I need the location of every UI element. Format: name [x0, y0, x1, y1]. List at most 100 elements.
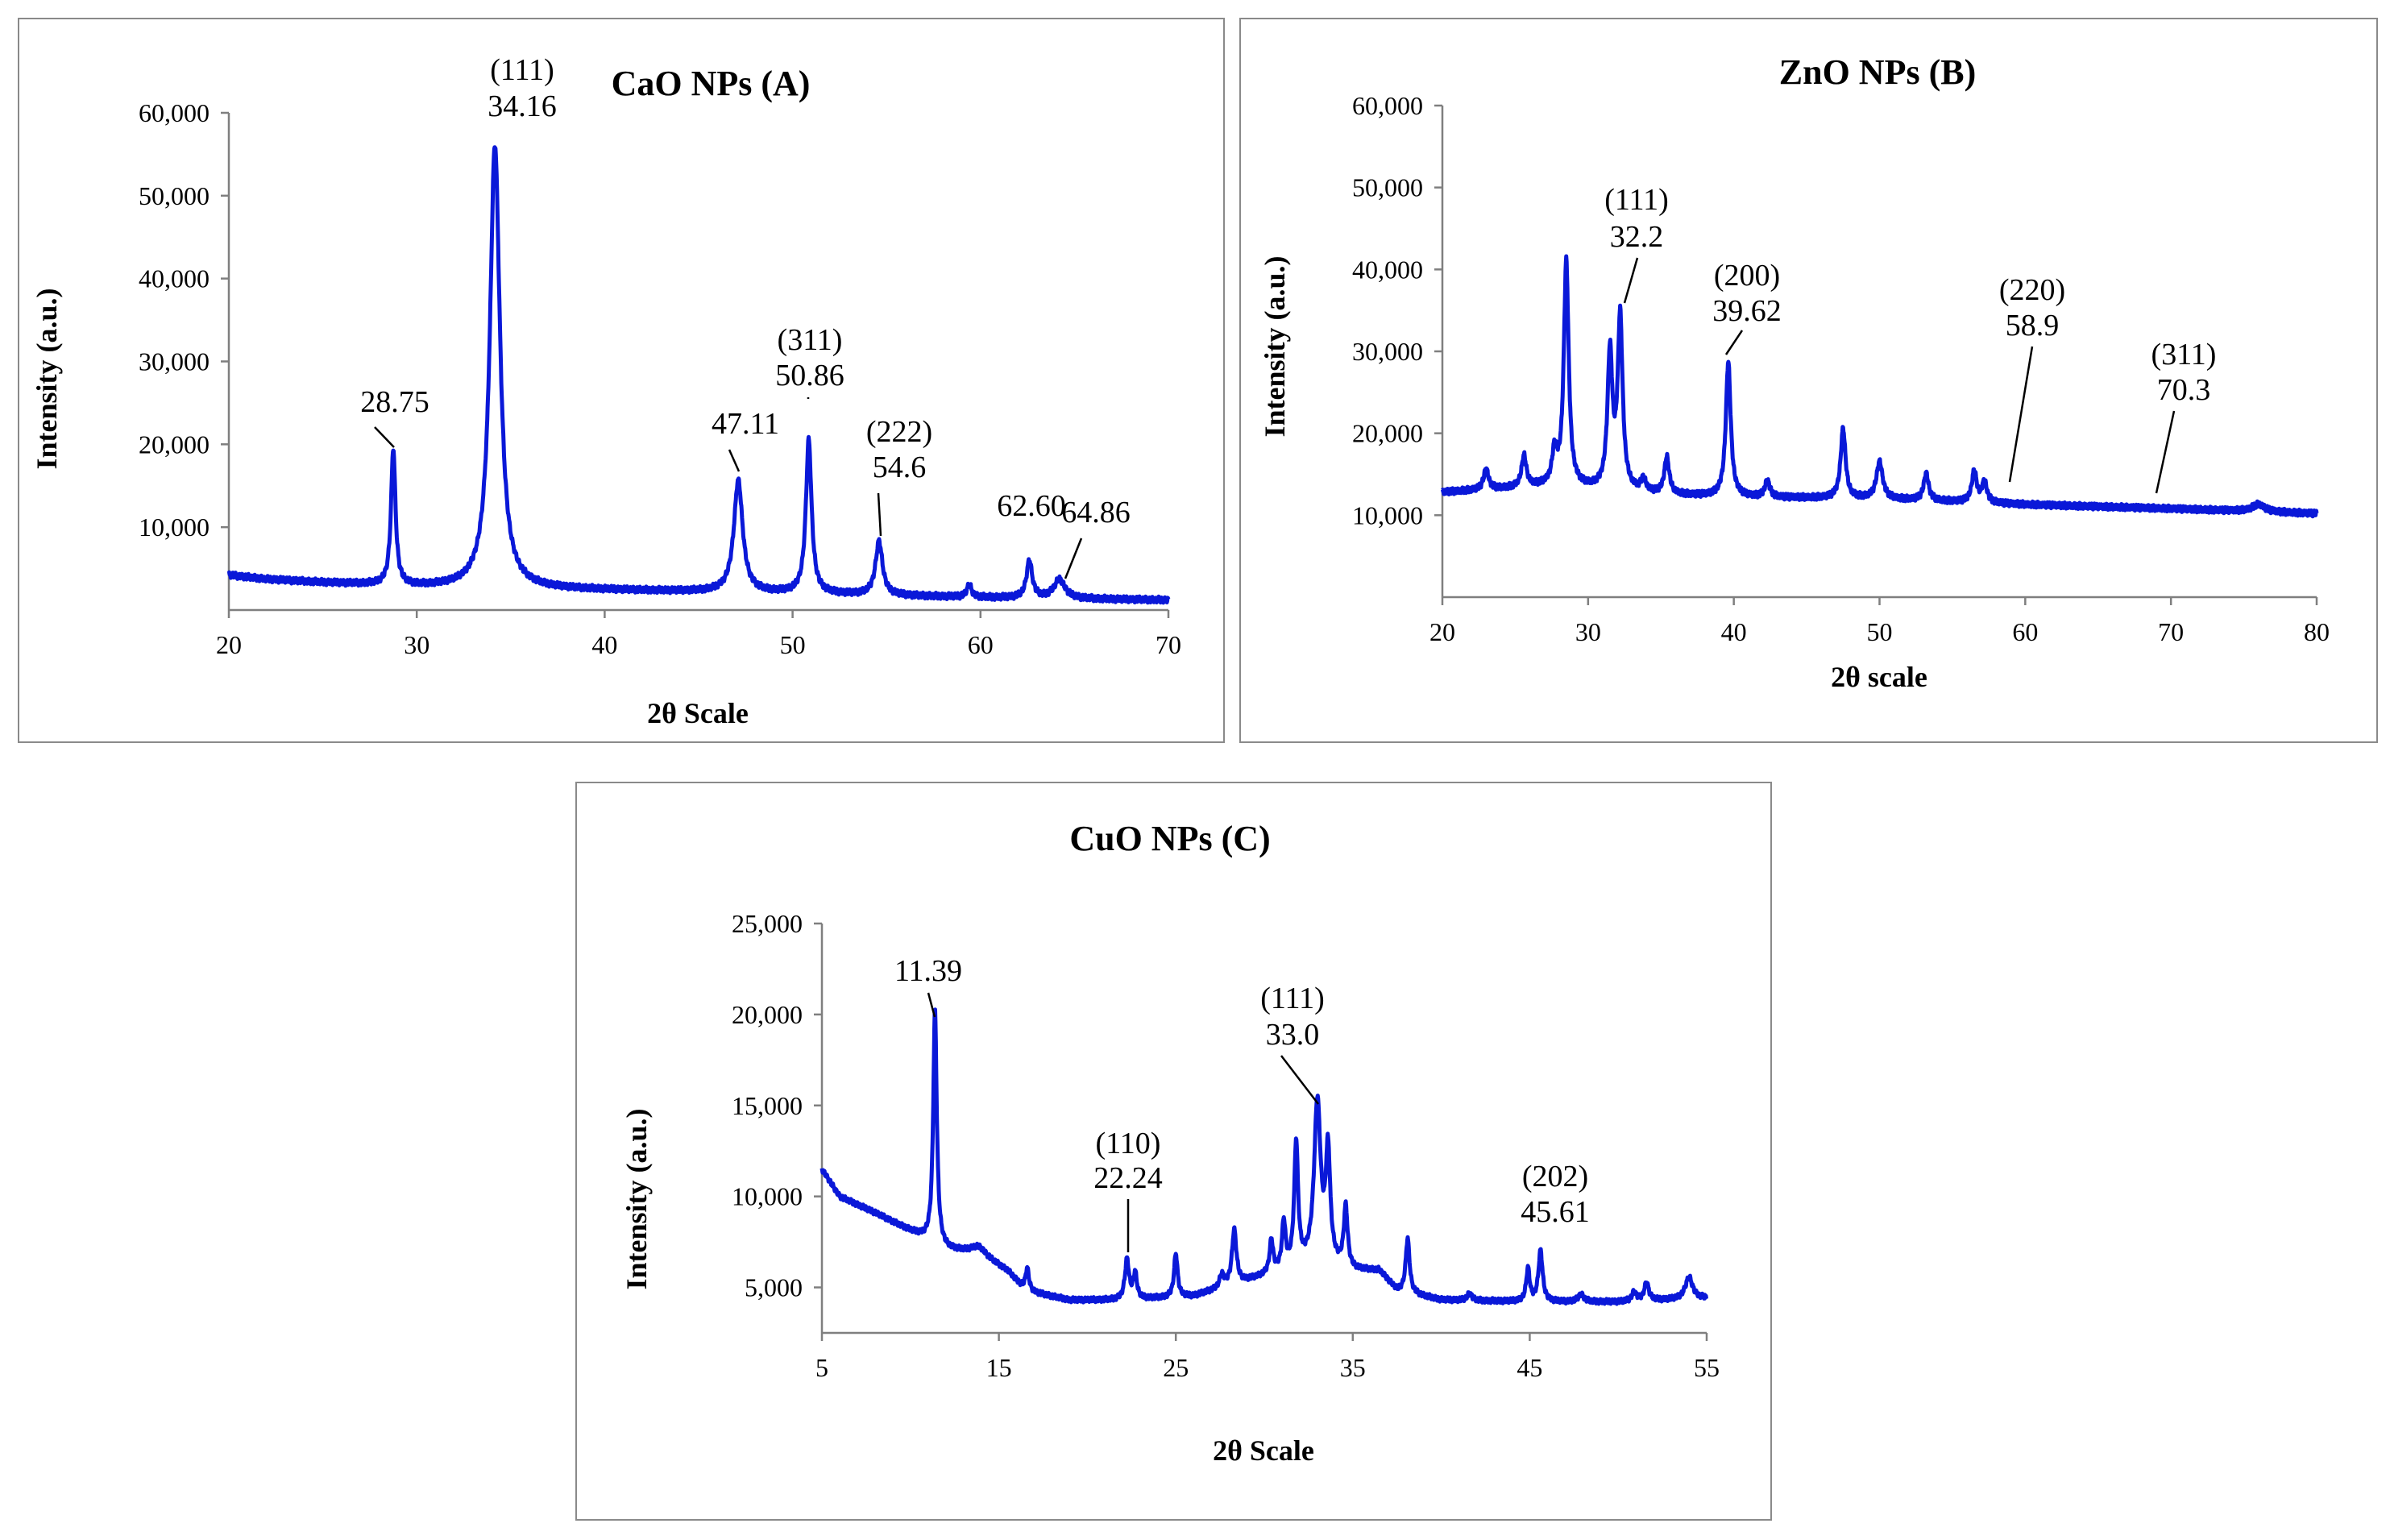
- x-axis-title: 2θ Scale: [1213, 1434, 1314, 1467]
- peak-annotation: (111)34.16: [488, 53, 557, 123]
- y-tick-label: 50,000: [139, 181, 210, 210]
- peak-value-label: 50.86: [775, 359, 844, 392]
- y-tick-label: 30,000: [1352, 337, 1423, 366]
- peak-value-label: 39.62: [1712, 294, 1782, 328]
- x-tick-label: 50: [1867, 617, 1893, 646]
- chart-panel-a: [18, 18, 1225, 743]
- x-tick-label: 45: [1517, 1353, 1542, 1382]
- annotation-leader-line: [374, 426, 395, 448]
- y-tick-label: 20,000: [732, 1000, 803, 1029]
- y-tick-label: 40,000: [1352, 255, 1423, 284]
- x-tick-label: 55: [1694, 1353, 1720, 1382]
- peak-hkl-label: (110): [1096, 1127, 1161, 1160]
- peak-value-label: 70.3: [2157, 373, 2211, 407]
- peak-annotation: (200)39.62: [1712, 259, 1782, 355]
- x-tick-label: 35: [1340, 1353, 1366, 1382]
- annotation-leader-line: [1724, 330, 1744, 355]
- x-tick-label: 15: [986, 1353, 1012, 1382]
- y-tick-label: 20,000: [139, 430, 210, 459]
- peak-hkl-label: (111): [1260, 982, 1325, 1015]
- peak-annotation: 47.11: [712, 407, 779, 472]
- y-tick-label: 10,000: [139, 513, 210, 542]
- peak-value-label: 22.24: [1093, 1161, 1163, 1195]
- x-tick-label: 20: [1429, 617, 1455, 646]
- peak-annotation: 62.60: [997, 489, 1066, 523]
- peak-value-label: 62.60: [997, 489, 1066, 523]
- peak-annotation: (111)32.2: [1604, 183, 1669, 304]
- peak-value-label: 47.11: [712, 407, 779, 441]
- y-tick-label: 25,000: [732, 909, 803, 938]
- peak-annotation: (202)45.61: [1521, 1160, 1590, 1229]
- peak-value-label: 28.75: [360, 385, 429, 419]
- chart-title: CuO NPs (C): [1069, 819, 1270, 858]
- series-line: [226, 145, 1171, 605]
- annotation-leader-line: [927, 992, 936, 1018]
- peak-annotation: (220)58.9: [1999, 273, 2065, 483]
- peak-annotation: (110)22.24: [1093, 1127, 1163, 1252]
- annotation-leader-line: [2155, 410, 2176, 494]
- y-tick-label: 30,000: [139, 347, 210, 376]
- annotation-leader-line: [1280, 1055, 1319, 1105]
- peak-annotation: (311)70.3: [2151, 338, 2217, 494]
- annotation-leader-line: [728, 449, 741, 472]
- x-tick-label: 30: [1575, 617, 1601, 646]
- peak-annotation: (111)33.0: [1260, 982, 1325, 1105]
- peak-hkl-label: (200): [1714, 259, 1780, 293]
- peak-value-label: 45.61: [1521, 1195, 1590, 1229]
- peak-hkl-label: (311): [2151, 338, 2217, 372]
- peak-annotation: 11.39: [894, 954, 962, 1018]
- x-tick-label: 80: [2304, 617, 2330, 646]
- x-tick-label: 40: [591, 630, 617, 659]
- x-axis-title: 2θ Scale: [647, 697, 749, 729]
- y-axis-title: Intensity (a.u.): [31, 288, 63, 469]
- y-tick-label: 15,000: [732, 1091, 803, 1120]
- x-tick-label: 40: [1721, 617, 1747, 646]
- peak-hkl-label: (111): [490, 53, 554, 87]
- peak-hkl-label: (202): [1522, 1160, 1588, 1193]
- x-tick-label: 25: [1163, 1353, 1189, 1382]
- peak-annotation: (222)54.6: [866, 415, 932, 537]
- annotation-leader-line: [877, 492, 882, 537]
- y-tick-label: 60,000: [139, 98, 210, 127]
- peak-hkl-label: (222): [866, 415, 932, 449]
- y-tick-label: 10,000: [1352, 500, 1423, 529]
- annotation-leader-line: [1623, 257, 1639, 304]
- x-tick-label: 60: [968, 630, 994, 659]
- y-tick-label: 20,000: [1352, 419, 1423, 448]
- chart-title: ZnO NPs (B): [1779, 52, 1976, 92]
- x-tick-label: 60: [2012, 617, 2038, 646]
- peak-value-label: 11.39: [894, 954, 962, 988]
- peak-hkl-label: (111): [1604, 183, 1669, 217]
- x-tick-label: 50: [780, 630, 806, 659]
- y-tick-label: 40,000: [139, 264, 210, 293]
- y-tick-label: 10,000: [732, 1182, 803, 1211]
- y-tick-label: 5,000: [745, 1273, 803, 1302]
- y-tick-label: 60,000: [1352, 91, 1423, 120]
- y-tick-label: 50,000: [1352, 173, 1423, 202]
- peak-annotation: (311)50.86: [775, 323, 844, 399]
- series-line: [1441, 254, 2319, 519]
- x-tick-label: 70: [1156, 630, 1181, 659]
- x-tick-label: 30: [404, 630, 429, 659]
- peak-value-label: 33.0: [1266, 1018, 1320, 1052]
- series-line: [819, 1007, 1708, 1306]
- annotation-leader-line: [2008, 346, 2034, 483]
- peak-value-label: 64.86: [1061, 496, 1131, 529]
- chart-panel-c: [575, 782, 1772, 1521]
- x-tick-label: 20: [216, 630, 242, 659]
- peak-value-label: 34.16: [488, 89, 557, 123]
- peak-hkl-label: (220): [1999, 273, 2065, 307]
- chart-title: CaO NPs (A): [612, 64, 811, 103]
- peak-value-label: 54.6: [873, 450, 927, 484]
- chart-panel-b: [1239, 18, 2378, 743]
- peak-annotation: 28.75: [360, 385, 429, 448]
- y-axis-title: Intensity (a.u.): [620, 1108, 653, 1289]
- y-axis-title: Intensity (a.u.): [1259, 255, 1291, 437]
- x-axis-title: 2θ scale: [1831, 661, 1927, 693]
- peak-hkl-label: (311): [778, 323, 843, 357]
- annotation-leader-line: [1064, 538, 1083, 579]
- peak-annotation: 64.86: [1061, 496, 1131, 579]
